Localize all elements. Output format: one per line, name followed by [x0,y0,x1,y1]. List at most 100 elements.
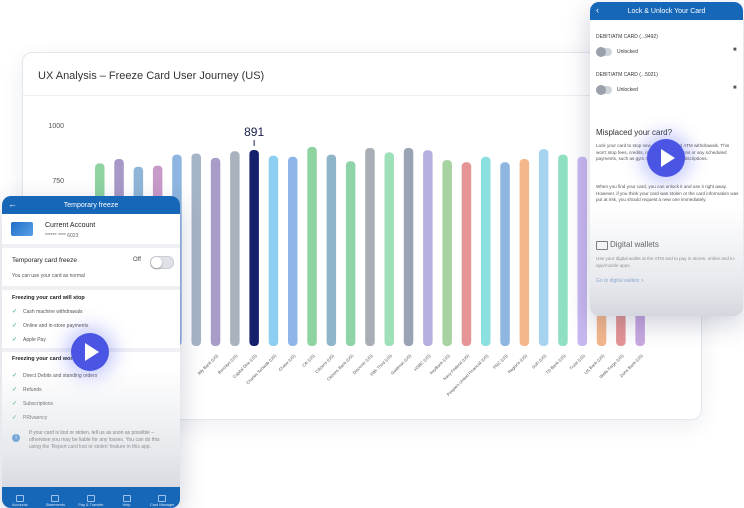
chart-bar[interactable] [249,149,259,346]
stop-item: ✓ Online and in-store payments [12,323,89,329]
x-tick-label: Goldman (US) [390,353,413,376]
card-status: Unlocked [617,49,638,55]
x-tick-label: Chase (US) [277,353,296,372]
y-tick-label: 750 [52,178,64,185]
chart-bar[interactable] [345,161,356,346]
wont-stop-heading: Freezing your card won't stop [12,356,91,362]
play-video-button-left[interactable] [71,333,109,371]
digital-wallets-title: Digital wallets [610,240,659,249]
x-tick-label: Regions (US) [507,353,529,375]
help-icon [122,495,131,502]
info-text: If your card is lost or stolen, tell us … [29,430,160,450]
chart-bar[interactable] [288,156,298,346]
wont-stop-item: ✓ PRIvaency [12,415,48,421]
chart-bar[interactable] [268,155,279,346]
lock-icon: ■ [733,85,737,91]
chart-bar[interactable] [519,159,530,346]
x-tick-label: Ally Bank (US) [196,353,219,376]
chart-bar[interactable] [423,150,433,346]
highlight-data-label: 891 [244,125,264,139]
chart-bar[interactable] [326,154,337,346]
arrow-left-icon[interactable]: ← [8,199,17,209]
nav-accounts[interactable]: Accounts [5,495,35,507]
wont-stop-item: ✓ Subscriptions [12,401,54,407]
chart-bar[interactable] [558,154,568,346]
chart-bar[interactable] [577,156,588,346]
chart-bar[interactable] [500,162,510,346]
check-icon: ✓ [12,387,18,393]
chart-bar[interactable] [230,151,240,346]
found-text: When you find your card, you can unlock … [596,184,739,203]
check-icon: ✓ [12,337,18,343]
divider [2,244,180,248]
x-tick-label: PNC (US) [492,353,509,370]
chart-bar[interactable] [481,156,491,346]
nav-statements[interactable]: Statements [40,495,70,507]
card-icon [158,495,167,502]
freeze-note: You can use your card as normal [12,273,85,279]
bottom-navigation: Accounts Statements Pay & Transfer Help … [2,487,180,508]
chart-bar[interactable] [538,149,549,346]
toggle-knob [151,257,162,268]
chart-title: UX Analysis – Freeze Card User Journey (… [38,70,265,82]
chart-bar[interactable] [365,148,375,346]
chart-divider [23,95,701,96]
card-thumbnail [11,222,33,236]
card-label: DEBIT/ATM CARD (...5021) [596,72,658,78]
freeze-toggle[interactable] [150,256,174,269]
chart-bar[interactable] [461,162,472,346]
account-row[interactable]: Current Account ****** **** 6023 [8,219,174,241]
lock-toggle[interactable] [596,85,612,95]
x-tick-label: Citi (US) [301,353,316,368]
digital-wallets-link[interactable]: Go to digital wallets > [596,278,644,284]
nav-card-manager[interactable]: Card Manager [147,495,177,507]
stop-heading: Freezing your card will stop [12,295,85,301]
temporary-freeze-header: ← Temporary freeze [2,196,180,214]
check-icon: ✓ [12,323,18,329]
wallet-text: Use your digital wallet at the ATM and t… [596,256,736,268]
statements-icon [51,495,60,502]
check-icon: ✓ [12,373,18,379]
wallet-icon [596,241,608,250]
x-tick-label: Truist (US) [568,353,586,371]
chart-bar[interactable] [307,146,317,346]
wont-stop-item: ✓ Direct Debits and standing orders [12,373,98,379]
chart-bar[interactable] [442,160,452,346]
y-tick-label: 1000 [48,123,64,130]
transfer-icon [86,495,95,502]
lock-unlock-header: ‹ Lock & Unlock Your Card [590,2,743,20]
nav-pay-transfer[interactable]: Pay & Transfer [76,495,106,507]
header-title: Lock & Unlock Your Card [627,7,706,15]
chart-bar[interactable] [210,157,221,346]
toggle-knob [596,85,606,95]
header-title: Temporary freeze [63,201,119,209]
divider [2,286,180,290]
chart-bar[interactable] [384,152,395,346]
lock-icon: ■ [733,47,737,53]
check-icon: ✓ [12,415,18,421]
toggle-knob [596,47,606,57]
wont-stop-item: ✓ Refunds [12,387,42,393]
x-tick-label: HSBC (US) [413,353,432,372]
chart-bar[interactable] [191,153,202,347]
account-number: ****** **** 6023 [45,233,79,239]
accounts-icon [15,495,24,502]
x-tick-label: People's United Financial (US) [446,353,490,397]
check-icon: ✓ [12,309,18,315]
x-tick-label: SoFi (US) [531,353,548,370]
chevron-left-icon[interactable]: ‹ [596,5,599,15]
stop-item: ✓ Cash machine withdrawals [12,309,83,315]
play-video-button-right[interactable] [647,139,685,177]
check-icon: ✓ [12,401,18,407]
freeze-label: Temporary card freeze [12,257,78,264]
play-icon [661,149,675,167]
stop-item: ✓ Apple Pay [12,337,46,343]
chart-bar[interactable] [403,148,414,346]
play-icon [85,343,99,361]
info-icon: i [12,434,20,442]
lock-toggle[interactable] [596,47,612,57]
account-name: Current Account [45,222,96,229]
x-tick-label: TD Bank (US) [545,353,567,375]
card-status: Unlocked [617,87,638,93]
nav-help[interactable]: Help [112,495,142,507]
